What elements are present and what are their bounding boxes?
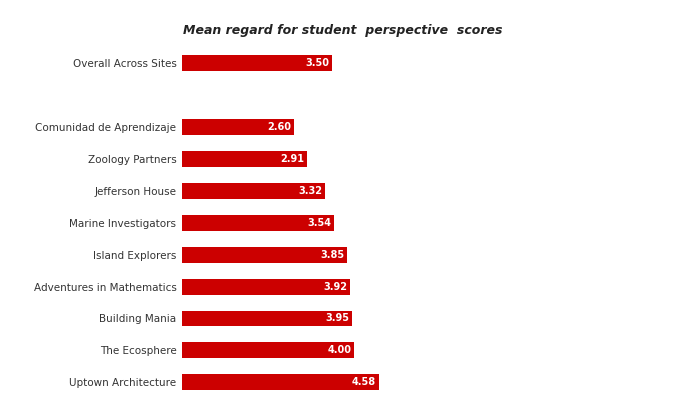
Text: 2.60: 2.60	[267, 122, 291, 132]
Bar	[182, 375, 379, 391]
Text: 4.58: 4.58	[352, 378, 376, 387]
Bar	[182, 278, 350, 294]
Title: Mean regard for student  perspective  scores: Mean regard for student perspective scor…	[183, 24, 503, 37]
Text: 3.95: 3.95	[325, 313, 349, 323]
Text: 3.92: 3.92	[323, 281, 348, 291]
Text: 2.91: 2.91	[281, 154, 304, 164]
Bar	[182, 247, 347, 262]
Bar	[182, 310, 351, 326]
Text: 3.32: 3.32	[298, 186, 322, 196]
Text: 3.85: 3.85	[321, 249, 344, 260]
Text: 4.00: 4.00	[327, 346, 351, 355]
Bar	[182, 183, 325, 199]
Text: 3.54: 3.54	[307, 218, 331, 228]
Bar	[182, 151, 307, 167]
Bar	[182, 215, 334, 231]
Text: 3.50: 3.50	[306, 58, 330, 68]
Bar	[182, 342, 354, 358]
Bar	[182, 119, 293, 135]
Bar	[182, 55, 332, 71]
